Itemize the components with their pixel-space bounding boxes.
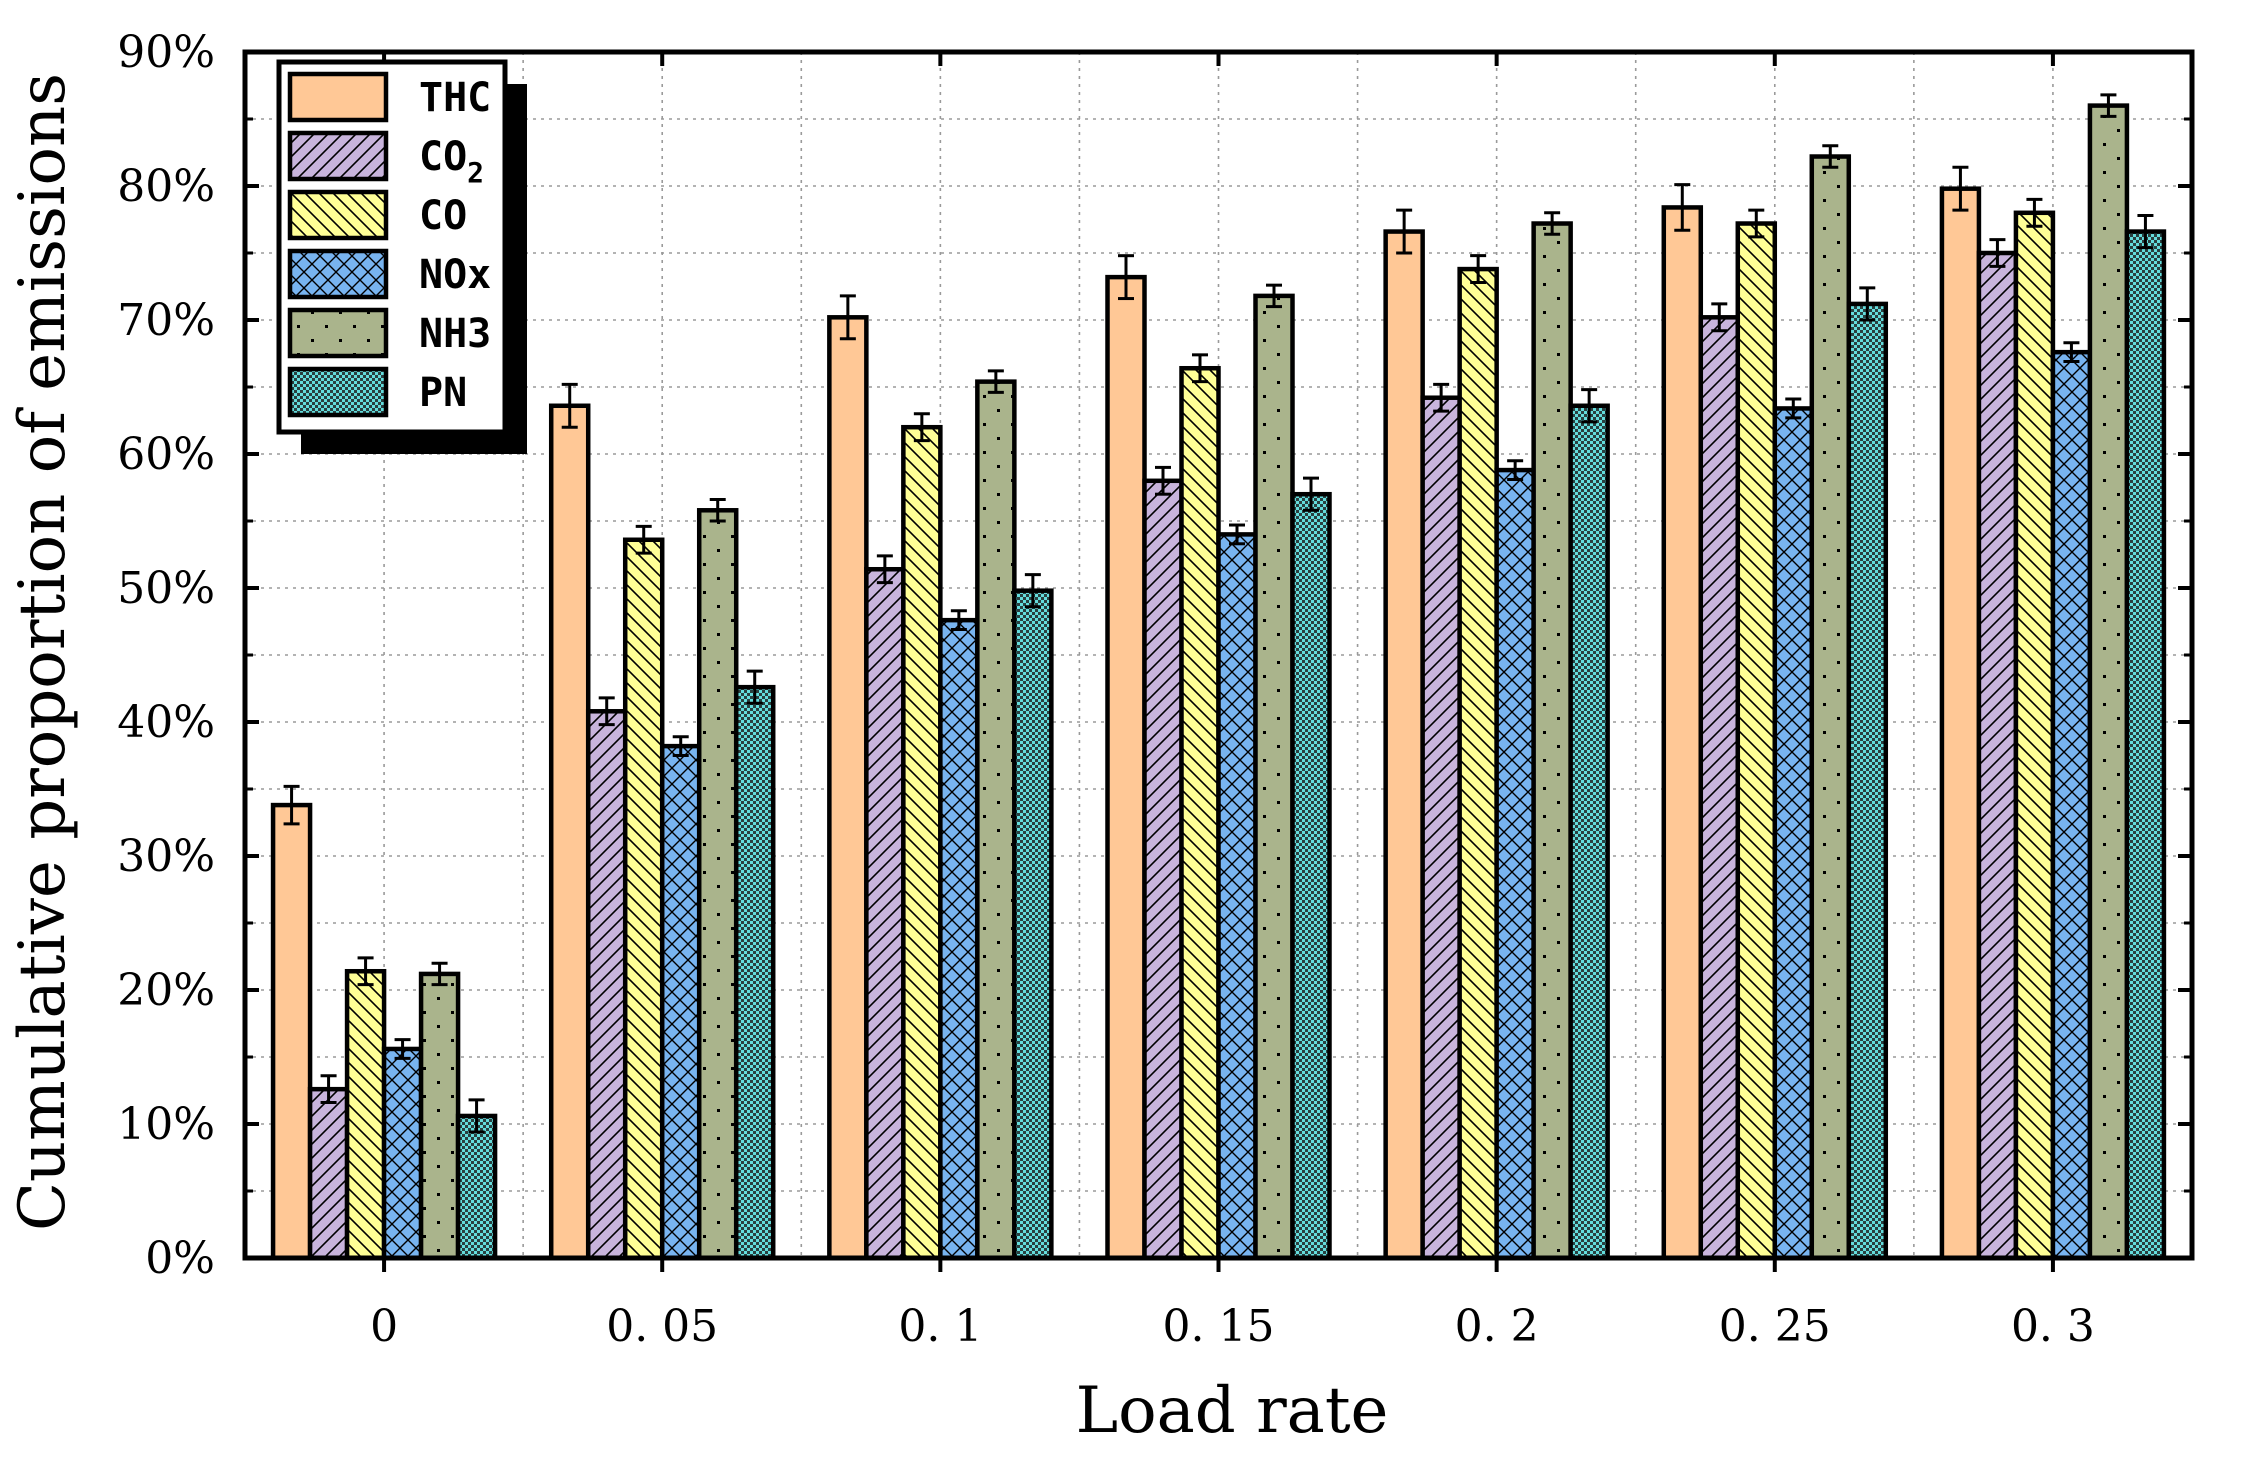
legend-label-pn: PN	[419, 370, 467, 416]
legend-swatch-nox	[287, 248, 389, 300]
bar-nox	[381, 1046, 424, 1261]
bar-pn	[1568, 403, 1610, 1261]
y-tick-label: 20%	[117, 965, 215, 1016]
bar-pn	[1846, 301, 1889, 1261]
bar-thc	[270, 802, 313, 1261]
y-axis-title: Cumulative proportion of emissions	[6, 73, 80, 1231]
bar-co2	[1976, 250, 2019, 1261]
x-tick-label: 0	[370, 1301, 398, 1352]
bar-co2	[864, 566, 906, 1261]
y-tick-label: 40%	[117, 697, 215, 748]
y-tick-label: 50%	[117, 563, 215, 614]
legend-label-co2: CO2	[419, 134, 484, 189]
legend-label-nox: NOx	[419, 252, 491, 298]
bar-co	[1179, 365, 1221, 1261]
bar-co2	[1142, 478, 1184, 1261]
legend-label-thc: THC	[419, 75, 491, 121]
bar-co	[622, 537, 665, 1261]
bar-co	[344, 968, 387, 1261]
legend-label-main: CO	[419, 134, 467, 180]
bar-pn	[1012, 588, 1054, 1261]
bar-pn	[733, 684, 776, 1261]
legend-label-main: THC	[419, 75, 491, 121]
bar-nh3	[1253, 293, 1295, 1261]
y-axis-ticks: 0% 10% 20% 30% 40% 50% 60% 70% 80% 90%	[117, 27, 2192, 1284]
bar-co2	[585, 709, 628, 1261]
x-axis-title: Load rate	[1076, 1374, 1389, 1448]
bar-thc	[1105, 274, 1147, 1261]
legend-label-main: NOx	[419, 252, 491, 298]
bar-nox	[1494, 467, 1536, 1261]
bar-nh3	[696, 508, 739, 1261]
bar-nox	[1772, 406, 1815, 1261]
y-tick-label: 90%	[117, 27, 215, 78]
bar-nh3	[1809, 154, 1852, 1261]
bar-thc	[548, 403, 591, 1261]
x-axis-ticks: 0 0. 05 0. 1 0. 15 0. 2 0. 25 0. 3	[370, 52, 2095, 1352]
bar-thc	[827, 315, 869, 1261]
bar-co2	[1420, 395, 1462, 1261]
bar-nox	[938, 617, 980, 1261]
x-tick-label: 0. 1	[898, 1301, 982, 1352]
y-tick-label: 80%	[117, 161, 215, 212]
y-tick-label: 60%	[117, 429, 215, 480]
bar-nox	[1216, 532, 1258, 1261]
legend-swatch-pn	[287, 366, 389, 418]
x-tick-label: 0. 15	[1163, 1301, 1275, 1352]
bar-thc	[1661, 205, 1704, 1261]
bar-co	[2013, 210, 2056, 1261]
legend-swatch-nh3	[287, 307, 389, 359]
bar-co2	[1698, 315, 1741, 1261]
bar-co	[1735, 221, 1778, 1261]
x-tick-label: 0. 05	[606, 1301, 718, 1352]
legend-label-nh3: NH3	[419, 311, 491, 357]
y-tick-label: 10%	[117, 1099, 215, 1150]
legend-label-co: CO	[419, 193, 467, 239]
bar-co2	[307, 1086, 350, 1261]
legend-label-main: PN	[419, 370, 467, 416]
legend-swatch-co	[287, 189, 389, 241]
bar-nox	[2050, 349, 2093, 1261]
bar-co	[901, 424, 943, 1261]
bar-pn	[2124, 229, 2167, 1261]
bars	[270, 93, 2167, 1261]
bar-thc	[1383, 229, 1425, 1261]
y-tick-label: 30%	[117, 831, 215, 882]
bar-nox	[659, 743, 702, 1261]
legend-swatch-thc	[287, 71, 389, 123]
legend-label-main: NH3	[419, 311, 491, 357]
x-tick-label: 0. 3	[2011, 1301, 2095, 1352]
legend-label-main: CO	[419, 193, 467, 239]
x-tick-label: 0. 2	[1455, 1301, 1539, 1352]
bar-thc	[1939, 186, 1982, 1261]
bar-pn	[455, 1113, 498, 1261]
y-tick-label: 0%	[145, 1233, 215, 1284]
bar-nh3	[1531, 221, 1573, 1261]
y-tick-label: 70%	[117, 295, 215, 346]
legend-swatch-co2	[287, 130, 389, 182]
x-tick-label: 0. 25	[1719, 1301, 1831, 1352]
bar-nh3	[2087, 103, 2130, 1261]
bar-pn	[1290, 491, 1332, 1261]
bar-co	[1457, 266, 1499, 1261]
bar-nh3	[975, 379, 1017, 1261]
legend-label-subscript: 2	[467, 156, 484, 189]
bar-nh3	[418, 971, 461, 1261]
